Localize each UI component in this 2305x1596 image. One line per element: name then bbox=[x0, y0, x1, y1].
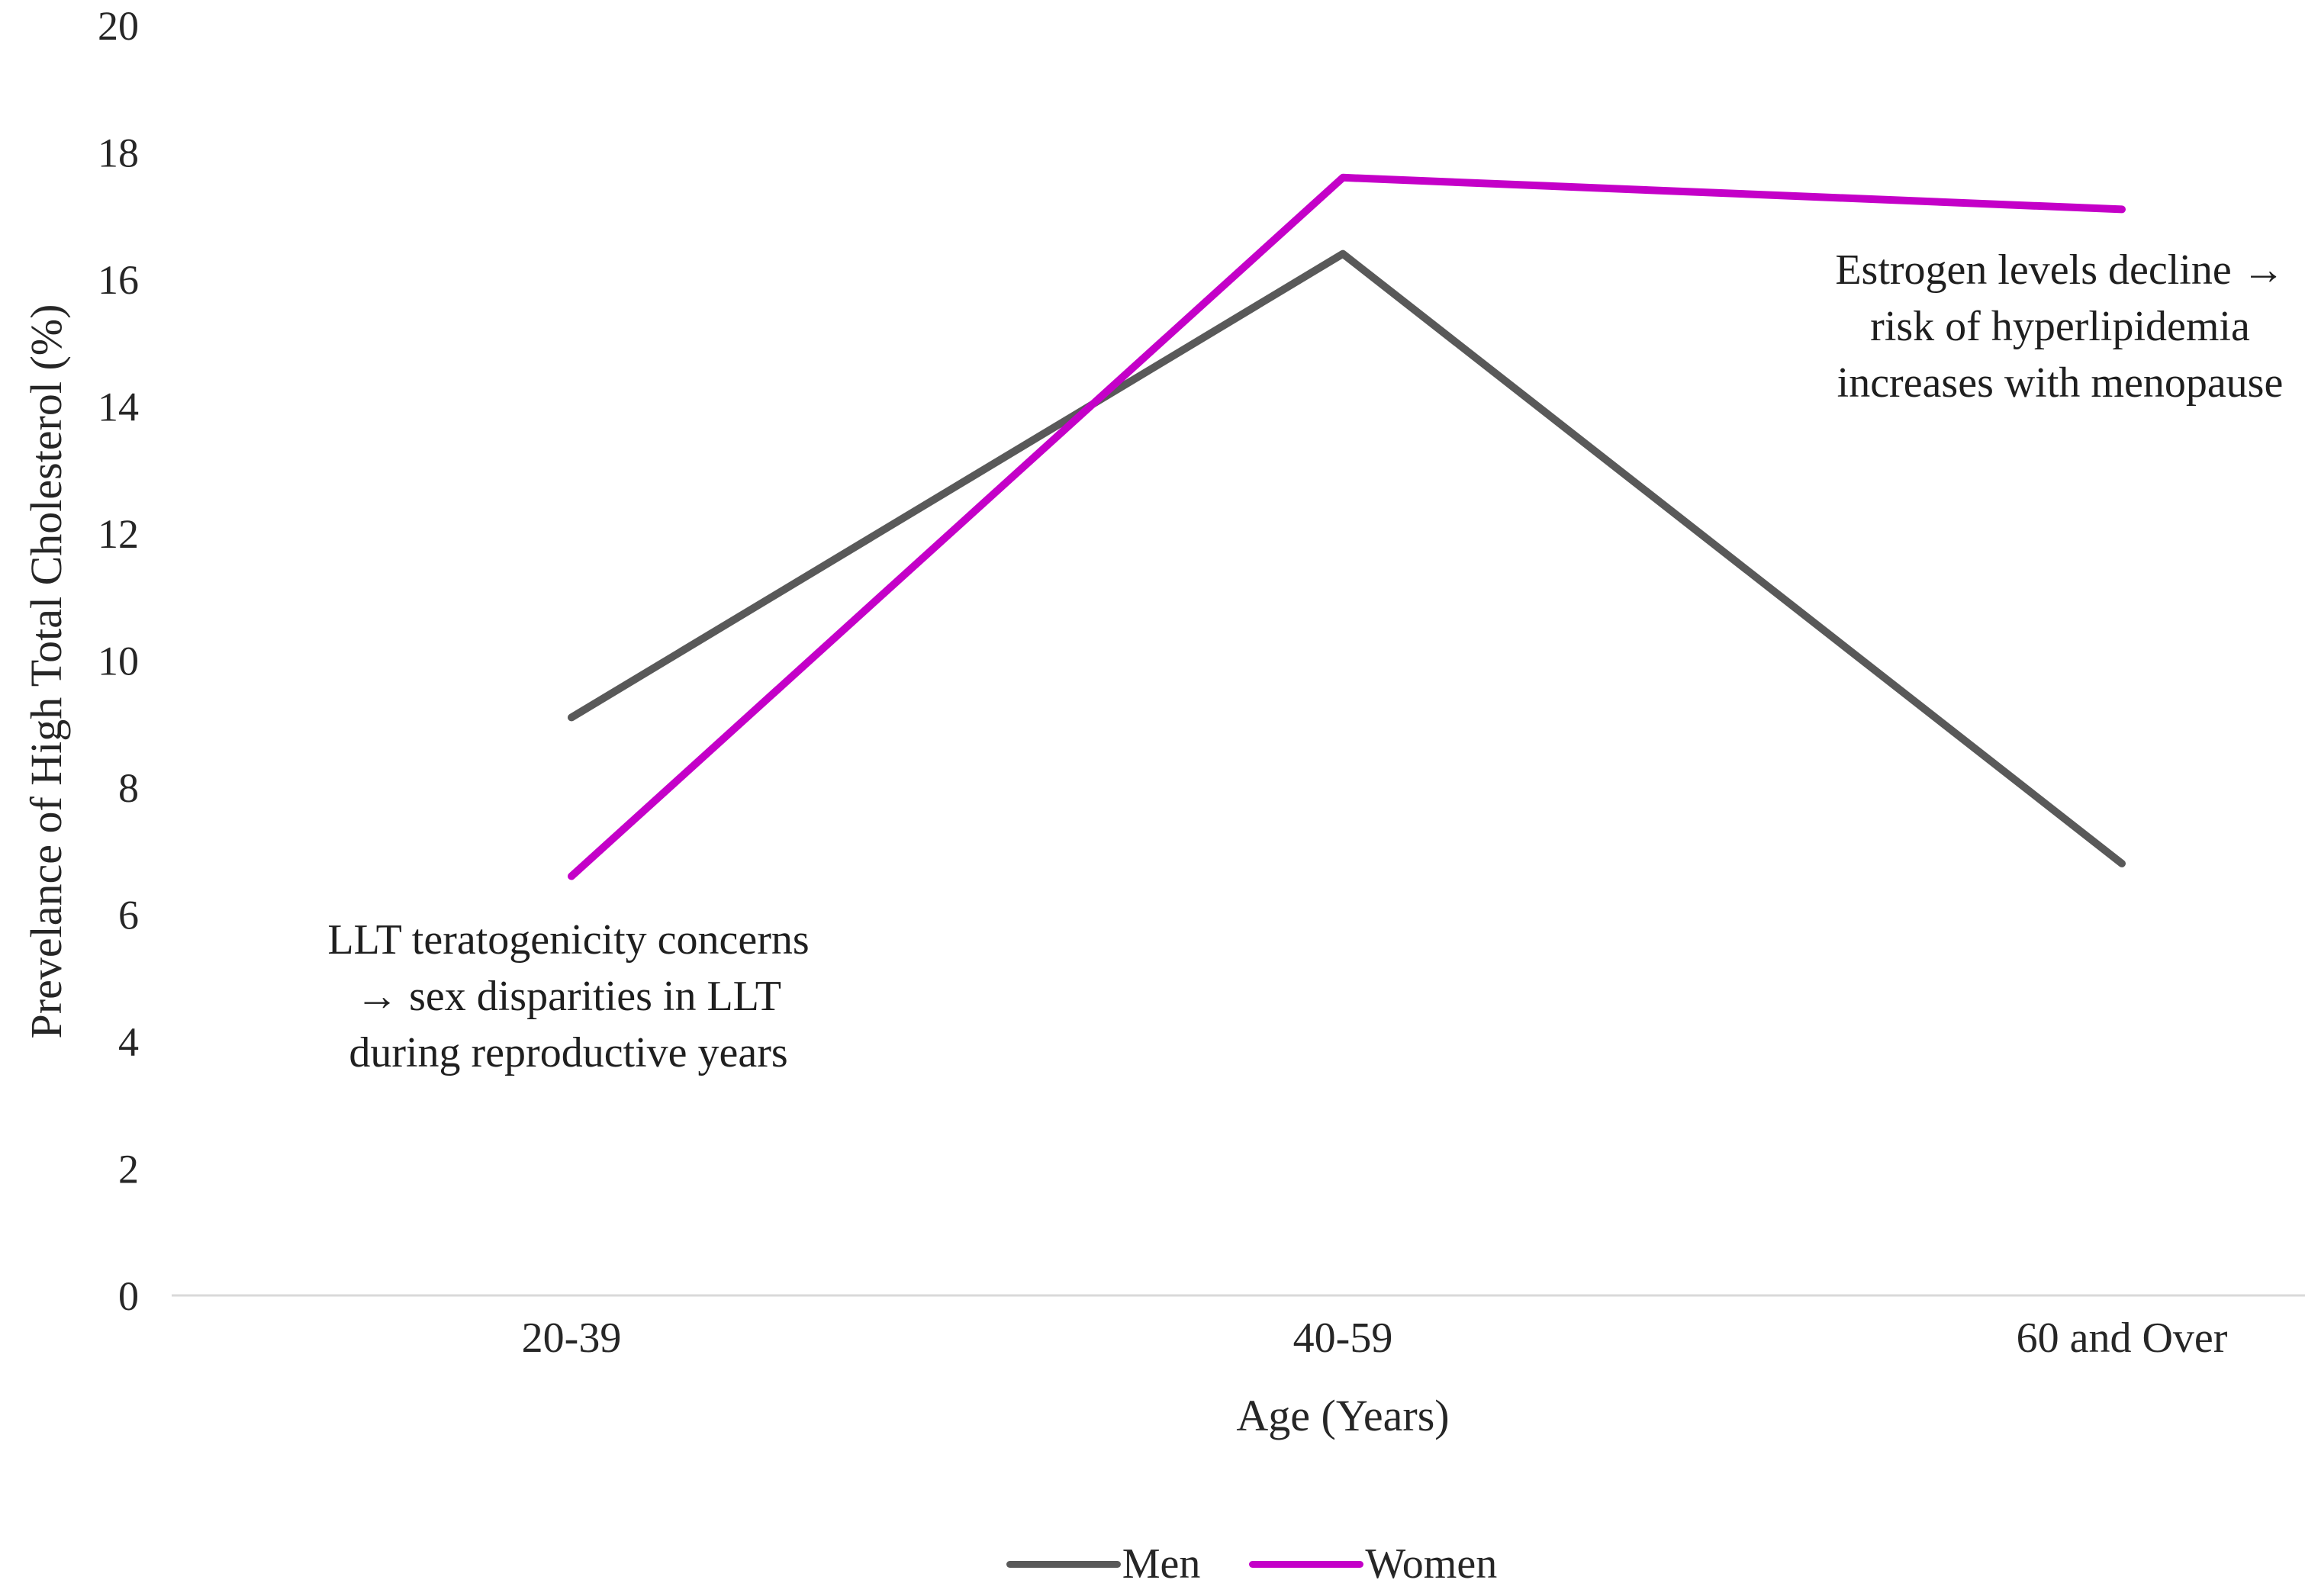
women-series-line bbox=[568, 173, 2126, 880]
y-tick-label: 10 bbox=[98, 639, 139, 684]
legend-label-women: Women bbox=[1365, 1540, 1498, 1588]
legend: Men Women bbox=[198, 1540, 2305, 1588]
y-tick-label: 6 bbox=[118, 893, 139, 938]
y-tick-label: 2 bbox=[118, 1147, 139, 1192]
men-series-line bbox=[568, 249, 2126, 867]
x-axis-title: Age (Years) bbox=[1236, 1391, 1450, 1440]
legend-label-men: Men bbox=[1122, 1540, 1201, 1588]
y-axis-title: Prevelance of High Total Cholesterol (%) bbox=[21, 304, 71, 1039]
x-tick-label: 40-59 bbox=[1293, 1314, 1393, 1362]
y-tick-label: 14 bbox=[98, 385, 139, 430]
y-tick-label: 4 bbox=[118, 1019, 139, 1065]
x-tick-label: 60 and Over bbox=[2017, 1314, 2228, 1362]
y-tick-label: 18 bbox=[98, 130, 139, 176]
y-tick-label: 12 bbox=[98, 511, 139, 557]
y-tick-label: 20 bbox=[98, 3, 139, 49]
y-tick-label: 0 bbox=[118, 1273, 139, 1319]
y-tick-label: 8 bbox=[118, 765, 139, 811]
y-tick-label: 16 bbox=[98, 257, 139, 303]
legend-item-men: Men bbox=[1006, 1540, 1201, 1588]
men-line-swatch bbox=[1006, 1560, 1121, 1568]
annotation-estrogen-decline: Estrogen levels decline → risk of hyperl… bbox=[1835, 246, 2285, 407]
x-tick-label: 20-39 bbox=[522, 1314, 622, 1362]
annotation-llt-teratogenicity: LLT teratogenicity concerns → sex dispar… bbox=[327, 916, 810, 1076]
women-line-swatch bbox=[1249, 1560, 1364, 1568]
legend-item-women: Women bbox=[1249, 1540, 1497, 1588]
